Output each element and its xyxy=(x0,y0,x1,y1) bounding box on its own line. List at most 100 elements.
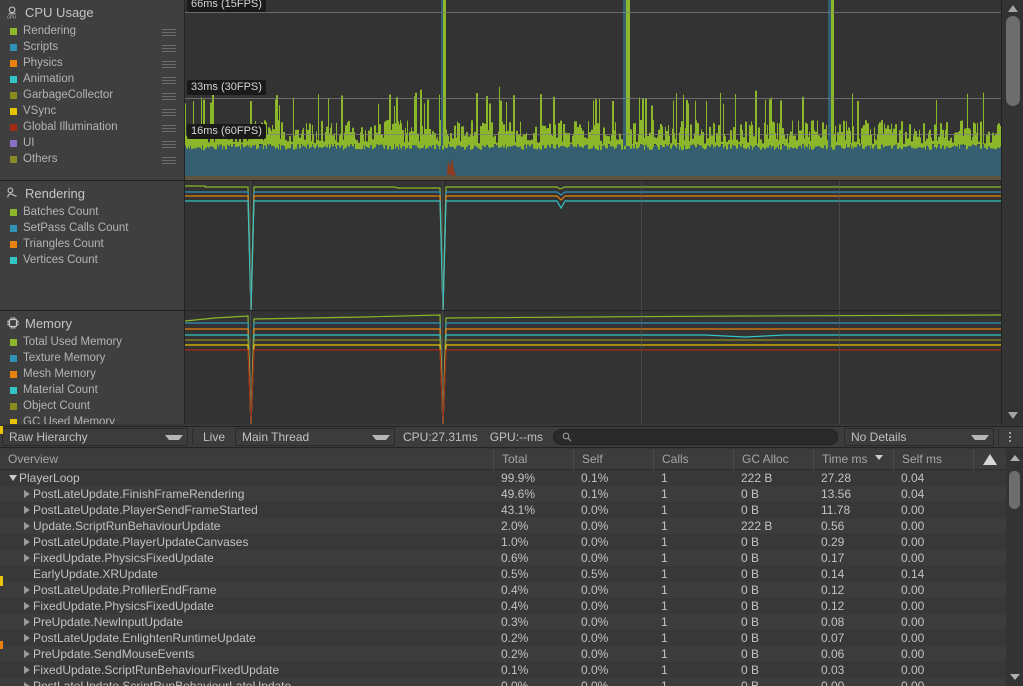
drag-handle-icon[interactable] xyxy=(162,93,176,100)
scroll-down-icon[interactable] xyxy=(1006,409,1020,421)
legend-item-physics[interactable]: Physics xyxy=(0,55,184,71)
foldout-expanded-icon[interactable] xyxy=(6,470,19,486)
legend-item-mesh-memory[interactable]: Mesh Memory xyxy=(0,366,184,382)
foldout-collapsed-icon[interactable] xyxy=(20,630,33,646)
drag-handle-icon[interactable] xyxy=(162,45,176,52)
row-name-cell: Update.ScriptRunBehaviourUpdate xyxy=(0,518,493,534)
legend-item-setpass-calls-count[interactable]: SetPass Calls Count xyxy=(0,220,184,236)
charts-vertical-scrollbar[interactable] xyxy=(1001,0,1023,425)
gridline-label-16ms: 16ms (60FPS) xyxy=(187,124,266,139)
memory-graph[interactable] xyxy=(185,311,1023,424)
foldout-collapsed-icon[interactable] xyxy=(20,502,33,518)
cell-self: 0.0% xyxy=(581,663,609,677)
legend-item-total-used-memory[interactable]: Total Used Memory xyxy=(0,334,184,350)
cell-timems: 0.14 xyxy=(821,567,845,581)
legend-item-global-illumination[interactable]: Global Illumination xyxy=(0,119,184,135)
column-header-overview[interactable]: Overview xyxy=(8,451,59,466)
column-header-self-ms[interactable]: Self ms xyxy=(893,449,973,470)
table-row[interactable]: Update.ScriptRunBehaviourUpdate 2.0% 0.0% 1… xyxy=(0,518,1023,534)
table-row[interactable]: FixedUpdate.ScriptRunBehaviourFixedUpdat… xyxy=(0,662,1023,678)
column-header-calls[interactable]: Calls xyxy=(653,449,733,470)
table-row[interactable]: PostLateUpdate.ScriptRunBehaviourLateUpd… xyxy=(0,678,1023,686)
legend-item-gc-used-memory[interactable]: GC Used Memory xyxy=(0,414,184,424)
table-row[interactable]: PostLateUpdate.ProfilerEndFrame 0.4% 0.0% 1… xyxy=(0,582,1023,598)
cell-self: 0.0% xyxy=(581,647,609,661)
legend-item-scripts[interactable]: Scripts xyxy=(0,39,184,55)
table-row[interactable]: PostLateUpdate.FinishFrameRendering 49.6%… xyxy=(0,486,1023,502)
column-header-self[interactable]: Self xyxy=(573,449,653,470)
table-row[interactable]: PostLateUpdate.EnlightenRuntimeUpdate 0.2… xyxy=(0,630,1023,646)
foldout-collapsed-icon[interactable] xyxy=(20,614,33,630)
table-row[interactable]: FixedUpdate.PhysicsFixedUpdate 0.6% 0.0% 1 0… xyxy=(0,550,1023,566)
legend-item-material-count[interactable]: Material Count xyxy=(0,382,184,398)
drag-handle-icon[interactable] xyxy=(162,77,176,84)
search-field[interactable] xyxy=(553,429,838,445)
table-row[interactable]: PreUpdate.NewInputUpdate 0.3% 0.0% 1 0 B 0.08… xyxy=(0,614,1023,630)
drag-handle-icon[interactable] xyxy=(162,29,176,36)
column-header-time-ms[interactable]: Time ms xyxy=(813,449,893,470)
more-options-icon[interactable] xyxy=(1001,428,1019,446)
foldout-collapsed-icon[interactable] xyxy=(20,582,33,598)
drag-handle-icon[interactable] xyxy=(162,61,176,68)
foldout-collapsed-icon[interactable] xyxy=(20,486,33,502)
table-row[interactable]: EarlyUpdate.XRUpdate 0.5% 0.5% 1 0 B 0.14 0.14 xyxy=(0,566,1023,582)
drag-handle-icon[interactable] xyxy=(162,157,176,164)
column-header-sort-toggle[interactable] xyxy=(973,449,1006,470)
scroll-up-icon[interactable] xyxy=(1006,2,1020,14)
table-row[interactable]: PostLateUpdate.PlayerUpdateCanvases 1.0% 0… xyxy=(0,534,1023,550)
foldout-collapsed-icon[interactable] xyxy=(20,662,33,678)
foldout-collapsed-icon[interactable] xyxy=(20,646,33,662)
hierarchy-table: Overview Total Self Calls GC Alloc Time … xyxy=(0,449,1023,686)
rendering-graph[interactable] xyxy=(185,181,1023,310)
cell-self: 0.1% xyxy=(581,471,609,485)
foldout-collapsed-icon[interactable] xyxy=(20,534,33,550)
scroll-up-icon[interactable] xyxy=(1009,452,1020,463)
foldout-collapsed-icon[interactable] xyxy=(20,518,33,534)
module-rendering: Rendering Batches Count SetPass Calls Co… xyxy=(0,180,1023,310)
legend-item-animation[interactable]: Animation xyxy=(0,71,184,87)
scroll-down-icon[interactable] xyxy=(1009,671,1020,682)
cpu-time-stat: CPU:27.31ms xyxy=(397,430,484,444)
foldout-collapsed-icon[interactable] xyxy=(20,678,33,686)
scrollbar-thumb[interactable] xyxy=(1009,471,1020,509)
legend-item-batches-count[interactable]: Batches Count xyxy=(0,204,184,220)
thread-dropdown[interactable]: Main Thread xyxy=(235,428,396,446)
legend-item-ui[interactable]: UI xyxy=(0,135,184,151)
legend-item-triangles-count[interactable]: Triangles Count xyxy=(0,236,184,252)
legend-swatch xyxy=(10,386,17,394)
row-name-cell: PostLateUpdate.FinishFrameRendering xyxy=(0,486,493,502)
cell-timems: 0.06 xyxy=(821,647,845,661)
cpu-usage-legend[interactable]: CPU CPU Usage Rendering Scripts Physics xyxy=(0,0,185,180)
table-row[interactable]: FixedUpdate.PhysicsFixedUpdate 0.4% 0.0% 1 0… xyxy=(0,598,1023,614)
foldout-collapsed-icon[interactable] xyxy=(20,550,33,566)
view-mode-dropdown[interactable]: Raw Hierarchy xyxy=(2,428,188,446)
cpu-usage-graph[interactable]: 66ms (15FPS) 33ms (30FPS) 16ms (60FPS) xyxy=(185,0,1023,180)
legend-item-others[interactable]: Others xyxy=(0,151,184,167)
legend-item-vertices-count[interactable]: Vertices Count xyxy=(0,252,184,268)
legend-item-object-count[interactable]: Object Count xyxy=(0,398,184,414)
details-mode-dropdown[interactable]: No Details xyxy=(844,428,994,446)
legend-item-rendering[interactable]: Rendering xyxy=(0,23,184,39)
legend-item-garbagecollector[interactable]: GarbageCollector xyxy=(0,87,184,103)
legend-item-vsync[interactable]: VSync xyxy=(0,103,184,119)
live-toggle-button[interactable]: Live xyxy=(195,428,233,446)
table-row[interactable]: PreUpdate.SendMouseEvents 0.2% 0.0% 1 0 B 0.0… xyxy=(0,646,1023,662)
table-row[interactable]: PlayerLoop 99.9% 0.1% 1 222 B 27.28 0.04 xyxy=(0,470,1023,486)
rendering-legend[interactable]: Rendering Batches Count SetPass Calls Co… xyxy=(0,181,185,310)
drag-handle-icon[interactable] xyxy=(162,109,176,116)
table-vertical-scrollbar[interactable] xyxy=(1006,449,1023,686)
memory-legend[interactable]: Memory Total Used Memory Texture Memory … xyxy=(0,311,185,424)
details-mode-label: No Details xyxy=(851,430,907,444)
drag-handle-icon[interactable] xyxy=(162,141,176,148)
scrollbar-thumb[interactable] xyxy=(1006,16,1020,106)
legend-label: Rendering xyxy=(23,25,77,37)
column-header-total[interactable]: Total xyxy=(493,449,573,470)
table-row[interactable]: PostLateUpdate.PlayerSendFrameStarted 43.… xyxy=(0,502,1023,518)
cell-total: 0.4% xyxy=(501,583,529,597)
cell-self: 0.0% xyxy=(581,599,609,613)
foldout-collapsed-icon[interactable] xyxy=(20,598,33,614)
column-header-gc-alloc[interactable]: GC Alloc xyxy=(733,449,813,470)
cell-selfms: 0.00 xyxy=(901,503,925,517)
legend-item-texture-memory[interactable]: Texture Memory xyxy=(0,350,184,366)
drag-handle-icon[interactable] xyxy=(162,125,176,132)
